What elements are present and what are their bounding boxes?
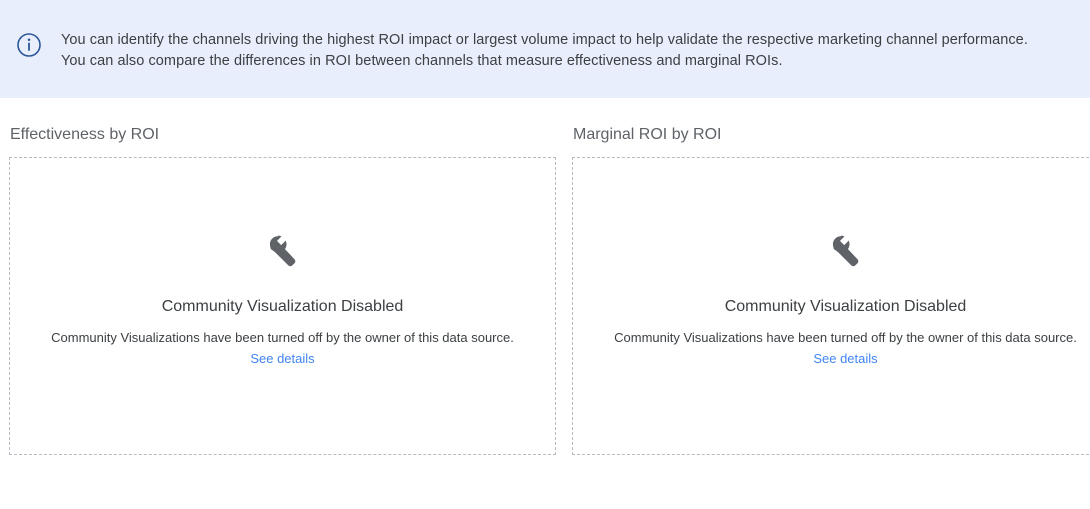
disabled-title: Community Visualization Disabled [724, 298, 967, 315]
charts-area: Effectiveness by ROI Community Visualiza… [0, 98, 1090, 509]
disabled-description: Community Visualizations have been turne… [51, 330, 514, 345]
info-circle-icon [16, 32, 42, 58]
chart-placeholder-effectiveness: Community Visualization Disabled Communi… [9, 157, 556, 455]
info-banner-line-1: You can identify the channels driving th… [61, 32, 938, 48]
disabled-message-marginal-roi: Community Visualization Disabled Communi… [573, 230, 1090, 368]
disabled-description: Community Visualizations have been turne… [614, 330, 1077, 345]
panel-title-marginal-roi: Marginal ROI by ROI [573, 126, 722, 143]
wrench-icon [262, 230, 304, 272]
chart-panel-marginal-roi-by-roi: Marginal ROI by ROI Community Visualizat… [572, 125, 1090, 455]
disabled-title: Community Visualization Disabled [161, 298, 404, 315]
see-details-link[interactable]: See details [813, 351, 878, 366]
info-banner: You can identify the channels driving th… [0, 0, 1090, 98]
info-banner-text: You can identify the channels driving th… [61, 30, 1046, 72]
chart-placeholder-marginal-roi: Community Visualization Disabled Communi… [572, 157, 1090, 455]
wrench-icon [825, 230, 867, 272]
panel-title-effectiveness: Effectiveness by ROI [10, 126, 160, 143]
info-banner-line-2: performance. You can also compare the di… [61, 32, 1028, 69]
chart-panel-effectiveness-by-roi: Effectiveness by ROI Community Visualiza… [9, 125, 556, 455]
see-details-link[interactable]: See details [250, 351, 315, 366]
disabled-message-effectiveness: Community Visualization Disabled Communi… [10, 230, 555, 368]
